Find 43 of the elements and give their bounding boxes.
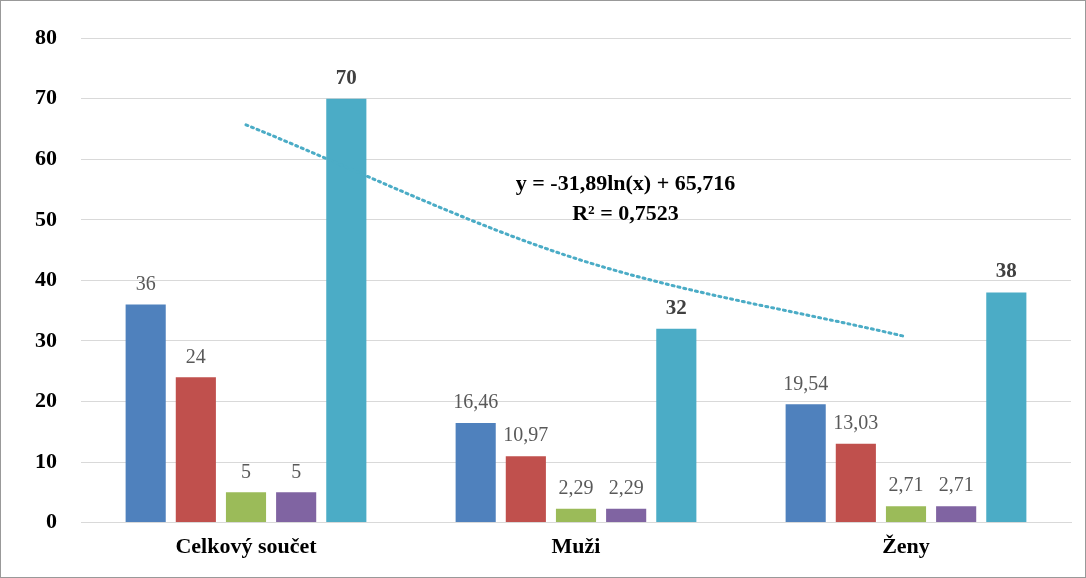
x-tick-label: Muži: [551, 533, 601, 559]
bar: [555, 508, 597, 523]
data-label: 38: [995, 258, 1017, 283]
x-tick-label: Celkový součet: [175, 533, 318, 559]
bar: [885, 506, 927, 523]
y-tick-label: 10: [35, 447, 57, 473]
bar: [505, 456, 546, 523]
data-label: 36: [135, 271, 156, 294]
bar: [125, 304, 166, 523]
data-label: 2,29: [558, 475, 594, 498]
bar: [225, 492, 267, 523]
y-tick-label: 50: [35, 205, 57, 231]
y-tick-label: 40: [35, 266, 57, 292]
y-tick-label: 70: [35, 84, 57, 110]
y-tick-label: 0: [46, 508, 57, 534]
bar: [175, 377, 216, 523]
data-label: 5: [291, 459, 302, 482]
bar: [276, 492, 317, 523]
data-label: 70: [335, 64, 357, 89]
bar: [656, 328, 697, 523]
bar: [785, 404, 826, 523]
annotation: y = -31,89ln(x) + 65,716: [515, 169, 736, 195]
bar: [606, 508, 647, 523]
data-label: 16,46: [453, 390, 499, 413]
data-label: 2,71: [938, 473, 974, 496]
data-label: 19,54: [783, 371, 829, 394]
data-label: 10,97: [503, 423, 549, 446]
data-label: 32: [665, 294, 687, 319]
data-label: 2,29: [608, 475, 644, 498]
data-label: 13,03: [833, 410, 879, 433]
y-tick-label: 20: [35, 387, 57, 413]
data-label: 5: [241, 459, 251, 482]
bar: [835, 443, 876, 523]
data-label: 24: [185, 344, 206, 367]
y-tick-label: 80: [35, 23, 57, 49]
y-tick-label: 60: [35, 144, 57, 170]
annotation: R² = 0,7523: [572, 199, 679, 225]
bar: [986, 292, 1027, 523]
bar: [936, 506, 977, 523]
x-tick-label: Ženy: [882, 533, 930, 559]
data-label: 2,71: [888, 473, 924, 496]
y-tick-label: 30: [35, 326, 57, 352]
bar: [455, 422, 496, 523]
